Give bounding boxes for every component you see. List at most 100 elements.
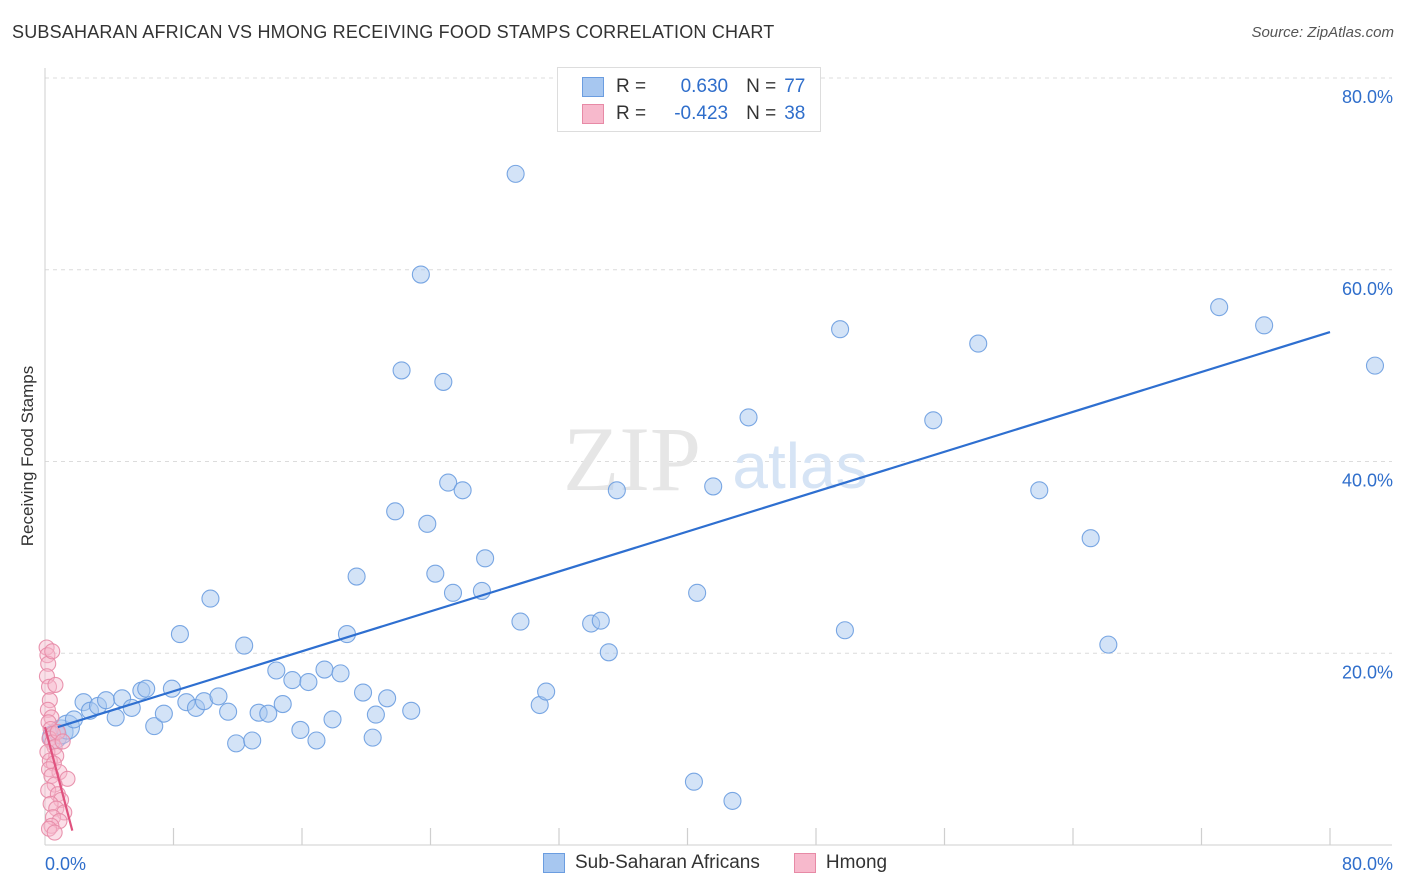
subsaharan-point [402,701,421,720]
axes [44,68,1392,846]
subsaharan-point [599,643,618,662]
subsaharan-point [137,679,156,698]
subsaharan-point [259,704,278,723]
hmong-point [44,643,61,660]
subsaharan-point [684,772,703,791]
subsaharan-point [924,411,943,430]
subsaharan-point [443,583,463,602]
subsaharan-point [704,477,723,496]
hmong-point [40,655,57,672]
hmong-trend-line [43,726,74,831]
hmong-point [54,733,71,750]
subsaharan-point [591,611,610,630]
legend-n-label: N = [746,103,777,124]
chart-title: SUBSAHARAN AFRICAN VS HMONG RECEIVING FO… [12,22,775,42]
legend-swatch-subsaharan [543,853,565,873]
subsaharan-point [1255,316,1274,335]
subsaharan-point [739,408,758,427]
legend-swatch-subsaharan [582,77,604,97]
subsaharan-point [537,682,556,701]
subsaharan-point [1210,298,1229,317]
subsaharan-point [243,731,262,750]
hmong-point [40,678,58,695]
legend-swatch-hmong [582,104,604,124]
subsaharan-point [154,704,173,723]
subsaharan-point [201,589,220,608]
data-points [38,164,1385,841]
legend-r-value: 0.630 [680,76,729,97]
subsaharan-point [511,612,530,631]
subsaharan-point [1365,356,1385,375]
hmong-point [46,824,63,841]
series-legend: Sub-Saharan Africans Hmong [543,852,887,874]
legend: R = 0.630 N = 77 R = -0.423 N = 38 [557,67,821,132]
subsaharan-point [386,502,405,521]
subsaharan-point [331,664,350,683]
subsaharan-point [227,734,246,753]
subsaharan-point [363,728,382,747]
legend-n-value: 77 [784,76,806,97]
legend-n-value: 38 [784,103,806,124]
hmong-point [39,701,56,718]
legend-label-subsaharan: Sub-Saharan Africans [575,852,760,873]
subsaharan-point [607,481,626,500]
subsaharan-point [688,583,707,602]
gridlines [45,77,1392,654]
subsaharan-point [1081,529,1100,548]
watermark-zip: ZIP [563,408,701,510]
subsaharan-point [426,564,445,583]
hmong-point [48,800,65,817]
subsaharan-point [1030,481,1049,500]
x-tick-label: 0.0% [45,854,86,874]
hmong-point [49,723,66,740]
hmong-point [47,676,64,693]
subsaharan-point [323,710,342,729]
subsaharan-point [418,514,437,533]
subsaharan-point [453,481,472,500]
subsaharan-point [831,320,850,339]
subsaharan-point [267,661,286,680]
legend-r-label: R = [616,76,647,97]
subsaharan-point [835,621,854,640]
subsaharan-point [411,265,430,284]
trend-lines [43,331,1331,831]
subsaharan-point [366,705,385,724]
tick-labels: 20.0% 40.0% 60.0% 80.0% 0.0% 80.0% [45,87,1393,874]
legend-row-subsaharan: R = 0.630 N = 77 [582,74,805,100]
subsaharan-point [506,164,525,183]
subsaharan-point [96,691,116,710]
subsaharan-point [209,687,228,706]
hmong-point [43,709,60,726]
subsaharan-point [170,625,189,644]
subsaharan-point [283,671,302,690]
legend-n-label: N = [746,76,777,97]
subsaharan-point [219,702,238,721]
legend-row-hmong: R = -0.423 N = 38 [582,101,805,127]
subsaharan-point [969,334,988,353]
legend-r-label: R = [616,103,647,124]
y-tick-label: 20.0% [1342,662,1393,682]
subsaharan-point [299,672,318,692]
y-tick-label: 40.0% [1342,471,1393,491]
subsaharan-point [378,689,397,708]
y-tick-label: 80.0% [1342,87,1393,107]
legend-label-hmong: Hmong [825,852,888,873]
y-tick-label: 60.0% [1342,279,1393,299]
subsaharan-point [273,695,292,714]
subsaharan-point [439,473,458,492]
watermark-atlas: atlas [732,430,867,502]
subsaharan-point [307,731,326,750]
subsaharan-point [1099,635,1118,654]
subsaharan-point [145,717,164,736]
subsaharan-trend-line [57,331,1331,729]
legend-r-value: -0.423 [674,103,729,124]
subsaharan-point [291,720,310,740]
hmong-point [40,782,57,799]
legend-swatch-hmong [793,853,816,873]
subsaharan-point [235,636,254,655]
subsaharan-point [392,361,411,380]
subsaharan-point [353,683,373,702]
source-label: Source: ZipAtlas.com [1251,24,1394,41]
subsaharan-point [476,549,495,568]
